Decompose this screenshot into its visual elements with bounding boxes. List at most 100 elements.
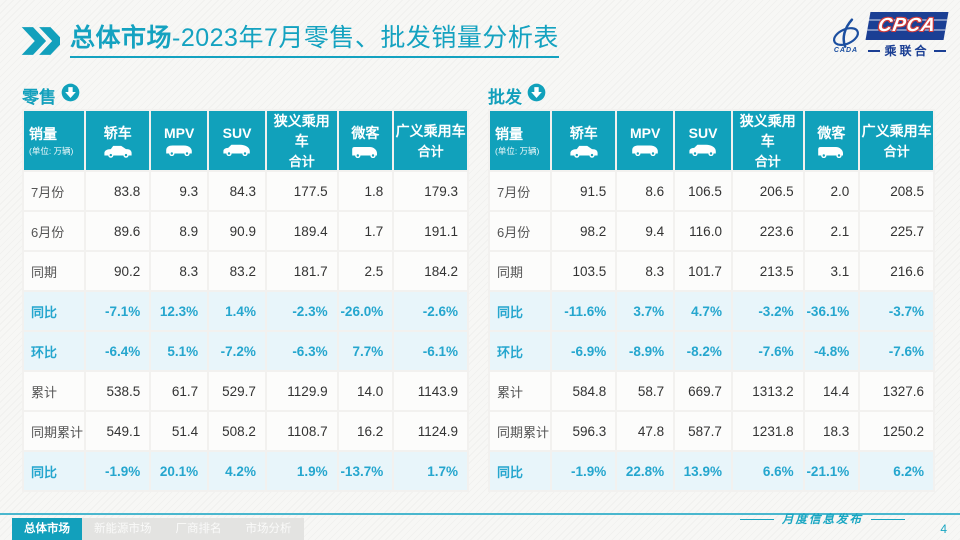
page-title-rest: -2023年7月零售、批发销量分析表 (172, 24, 559, 52)
table-cell: 189.4 (264, 210, 339, 252)
circle-down-arrow-icon (527, 83, 546, 107)
table-cell: 1313.2 (730, 370, 805, 412)
table-cell: -7.6% (858, 330, 935, 372)
table-cell: -6.1% (392, 330, 469, 372)
sedan-icon (86, 145, 149, 158)
page-title-bold: 总体市场 (70, 24, 173, 52)
table-cell: 3.1 (802, 250, 861, 292)
table-cell: 14.0 (336, 370, 395, 412)
tab-overall-market[interactable]: 总体市场 (12, 518, 82, 540)
table-cell: -8.2% (673, 330, 733, 372)
table-cell: -36.1% (802, 290, 861, 332)
column-header: 广义乘用车 合计 (392, 109, 469, 172)
column-header: 微客 (802, 109, 861, 172)
title-bar: 总体市场-2023年7月零售、批发销量分析表 (20, 24, 559, 58)
table-cell: 90.9 (207, 210, 267, 252)
row-label: 同期累计 (487, 410, 553, 452)
row-label: 累计 (21, 370, 87, 412)
row-label: 同比 (487, 450, 553, 492)
tab-oem-ranking[interactable]: 厂商排名 (163, 518, 234, 540)
table-row: 累计 538.5 61.7 529.7 1129.9 14.0 1143.9 (21, 370, 469, 412)
table-cell: -6.3% (264, 330, 339, 372)
table-row: 6月份 89.6 8.9 90.9 189.4 1.7 191.1 (21, 210, 469, 252)
table-cell: 208.5 (858, 170, 935, 212)
table-cell: 1124.9 (392, 410, 469, 452)
row-label: 6月份 (487, 210, 553, 252)
column-header: SUV (673, 109, 733, 172)
table-cell: 1.7% (392, 450, 469, 492)
table-row: 同比 -1.9% 22.8% 13.9% 6.6% -21.1% 6.2% (487, 450, 935, 492)
table-cell: -21.1% (802, 450, 861, 492)
table-cell: 1143.9 (392, 370, 469, 412)
table-cell: 22.8% (615, 450, 676, 492)
table-cell: 538.5 (84, 370, 152, 412)
column-header: MPV (615, 109, 676, 172)
column-header: MPV (149, 109, 210, 172)
table-row: 同比 -1.9% 20.1% 4.2% 1.9% -13.7% 1.7% (21, 450, 469, 492)
footer-divider (0, 513, 960, 515)
table-header-row: 销量 (单位: 万辆) 轿车 MPV SUV 狭义乘用车 合计 微客 广义乘用车 合计 (21, 109, 469, 172)
table-row: 同期 103.5 8.3 101.7 213.5 3.1 216.6 (487, 250, 935, 292)
table-cell: 1108.7 (264, 410, 339, 452)
table-cell: 101.7 (673, 250, 733, 292)
row-label: 同期 (21, 250, 87, 292)
row-label: 同期累计 (21, 410, 87, 452)
table-cell: 529.7 (207, 370, 267, 412)
monthly-release-label: 月度信息发布 (740, 511, 905, 527)
page-number: 4 (940, 522, 947, 536)
sales-volume-header: 销量 (单位: 万辆) (21, 109, 87, 172)
table-cell: -26.0% (336, 290, 395, 332)
table-cell: 1129.9 (264, 370, 339, 412)
table-row: 同比 -7.1% 12.3% 1.4% -2.3% -26.0% -2.6% (21, 290, 469, 332)
row-label: 7月份 (487, 170, 553, 212)
retail-section-header: 零售 (22, 83, 469, 107)
row-label: 环比 (487, 330, 553, 372)
table-cell: 584.8 (550, 370, 618, 412)
table-cell: 2.5 (336, 250, 395, 292)
table-cell: -1.9% (550, 450, 618, 492)
row-label: 环比 (21, 330, 87, 372)
table-cell: 206.5 (730, 170, 805, 212)
table-cell: 8.6 (615, 170, 676, 212)
table-cell: 184.2 (392, 250, 469, 292)
wholesale-table: 销量 (单位: 万辆) 轿车 MPV SUV 狭义乘用车 合计 微客 广义乘用车 合计 7月份 91.… (487, 109, 935, 492)
sedan-icon (552, 145, 615, 158)
table-row: 同期累计 596.3 47.8 587.7 1231.8 18.3 1250.2 (487, 410, 935, 452)
table-cell: 669.7 (673, 370, 733, 412)
column-header: 轿车 (550, 109, 618, 172)
table-cell: 8.3 (615, 250, 676, 292)
table-cell: 20.1% (149, 450, 210, 492)
tab-nev-market[interactable]: 新能源市场 (82, 518, 164, 540)
table-cell: 5.1% (149, 330, 210, 372)
table-cell: 98.2 (550, 210, 618, 252)
table-cell: 61.7 (149, 370, 210, 412)
table-cell: 106.5 (673, 170, 733, 212)
table-cell: 181.7 (264, 250, 339, 292)
tab-market-analysis[interactable]: 市场分析 (233, 518, 304, 540)
table-cell: 18.3 (802, 410, 861, 452)
table-cell: 2.1 (802, 210, 861, 252)
table-cell: 508.2 (207, 410, 267, 452)
table-cell: 9.3 (149, 170, 210, 212)
footer-nav: 总体市场 新能源市场 厂商排名 市场分析 (12, 518, 304, 540)
table-cell: 587.7 (673, 410, 733, 452)
column-header: 狭义乘用车 合计 (730, 109, 805, 172)
table-row: 环比 -6.4% 5.1% -7.2% -6.3% 7.7% -6.1% (21, 330, 469, 372)
table-cell: 103.5 (550, 250, 618, 292)
table-cell: 596.3 (550, 410, 618, 452)
table-cell: 1250.2 (858, 410, 935, 452)
table-cell: 1.9% (264, 450, 339, 492)
table-cell: 216.6 (858, 250, 935, 292)
mpv-icon (151, 143, 207, 157)
table-cell: 116.0 (673, 210, 733, 252)
row-label: 7月份 (21, 170, 87, 212)
table-cell: 12.3% (149, 290, 210, 332)
retail-table: 销量 (单位: 万辆) 轿车 MPV SUV 狭义乘用车 合计 微客 广义乘用车 合计 7月份 83.… (21, 109, 469, 492)
cpca-logo: CADA CPCA 乘联合 (829, 12, 949, 59)
table-cell: 1.7 (336, 210, 395, 252)
table-cell: 16.2 (336, 410, 395, 452)
microvan-icon (805, 145, 859, 159)
cada-swoosh-icon: CADA (829, 17, 863, 54)
table-row: 同比 -11.6% 3.7% 4.7% -3.2% -36.1% -3.7% (487, 290, 935, 332)
